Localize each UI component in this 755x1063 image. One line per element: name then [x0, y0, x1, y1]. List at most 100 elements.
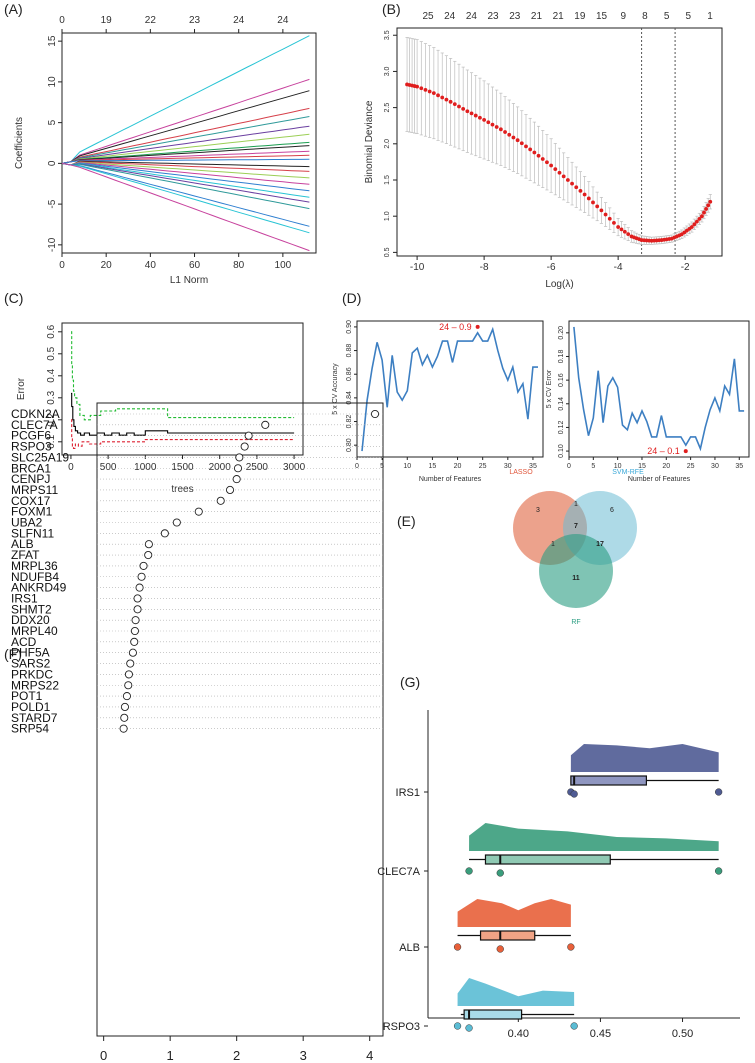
gene-label-f: MRPS22 — [11, 678, 59, 692]
gene-importance-point-f — [194, 507, 203, 516]
deviance-point-b — [444, 97, 449, 102]
gene-importance-point-f — [139, 561, 148, 570]
x-tick-label-f: 3 — [300, 1048, 307, 1063]
deviance-point-b — [704, 207, 708, 211]
gene-label-f: MRPS11 — [11, 483, 58, 497]
top-tick-label-b: 15 — [596, 11, 608, 22]
y-tick-label-a: 5 — [47, 119, 58, 125]
density-clec7a — [469, 823, 719, 851]
deviance-point-b — [507, 132, 512, 137]
coefficient-path-a — [61, 90, 310, 164]
deviance-point-b — [473, 113, 478, 118]
x-tick-label-d-accuracy: 0 — [355, 463, 359, 470]
y-axis-label-b: Binomial Deviance — [364, 100, 375, 183]
x-tick-label-c: 3000 — [283, 462, 306, 473]
gene-label-f: CDKN2A — [11, 407, 60, 421]
x-tick-label-d-accuracy: 10 — [403, 463, 411, 470]
box-alb — [479, 930, 536, 941]
gene-label-f: PHF5A — [11, 646, 50, 660]
density-irs1 — [570, 744, 719, 772]
gene-label-f: POLD1 — [11, 700, 51, 714]
deviance-point-b — [498, 127, 503, 132]
gene-importance-point-f — [137, 572, 146, 581]
data-point-clec7a — [715, 867, 723, 875]
x-tick-label-g: 0.45 — [590, 1028, 611, 1040]
x-tick-label-b: -8 — [480, 262, 489, 273]
x-tick-label-c: 500 — [100, 462, 117, 473]
x-tick-label-d-accuracy: 5 — [380, 463, 384, 470]
x-tick-label-d-accuracy: 20 — [454, 463, 462, 470]
deviance-point-b — [465, 109, 470, 114]
y-tick-label-d-error: 0.18 — [558, 350, 565, 364]
top-tick-label-a: 0 — [59, 15, 65, 26]
group-label-clec7a: CLEC7A — [377, 866, 420, 878]
coefficient-path-a — [61, 161, 310, 172]
gene-importance-point-f — [124, 670, 133, 679]
venn-count-lasso-svm: 1 — [574, 501, 578, 508]
data-point-rspo3 — [570, 1022, 578, 1030]
deviance-point-b — [591, 200, 595, 205]
data-point-clec7a — [465, 867, 473, 875]
deviance-point-b — [626, 232, 631, 237]
error-series-class-0-c — [71, 419, 295, 449]
data-point-rspo3 — [465, 1024, 473, 1032]
y-tick-label-c: 0.1 — [46, 434, 57, 448]
deviance-point-b — [708, 199, 713, 204]
x-tick-label-d-accuracy: 15 — [429, 463, 437, 470]
gene-label-f: MRPL36 — [11, 559, 58, 573]
gene-label-f: PCGF6 — [11, 429, 51, 443]
gene-importance-point-f — [172, 518, 181, 527]
x-tick-label-d-error: 25 — [687, 463, 695, 470]
gene-label-f: MRPL40 — [11, 624, 58, 638]
gene-importance-point-f — [135, 583, 144, 592]
top-tick-label-a: 19 — [101, 15, 113, 26]
top-tick-label-b: 5 — [664, 11, 670, 22]
y-tick-label-b: 3.5 — [384, 30, 391, 40]
gene-importance-point-f — [126, 659, 135, 668]
x-tick-label-b: -4 — [614, 262, 623, 273]
gene-importance-point-f — [128, 648, 137, 657]
coefficient-path-a — [61, 133, 310, 164]
x-tick-label-c: 1500 — [171, 462, 194, 473]
optimal-annotation-d-accuracy: 24 – 0.9 — [439, 322, 472, 332]
deviance-point-b — [699, 214, 704, 219]
coefficient-path-a — [61, 161, 310, 179]
x-tick-label-f: 0 — [100, 1048, 107, 1063]
box-rspo3 — [463, 1009, 523, 1020]
data-point-irs1 — [715, 788, 723, 796]
density-alb — [457, 899, 571, 927]
gene-importance-point-f — [232, 475, 241, 484]
x-tick-label-d-error: 0 — [567, 463, 571, 470]
gene-importance-point-f — [144, 551, 153, 560]
deviance-point-b — [689, 225, 694, 229]
top-tick-label-b: 19 — [574, 11, 586, 22]
x-tick-label-d-error: 10 — [614, 463, 622, 470]
deviance-point-b — [457, 104, 461, 109]
cv-curve-d-accuracy — [361, 326, 538, 452]
gene-label-f: SRP54 — [11, 722, 49, 736]
deviance-point-b — [607, 216, 612, 221]
venn-count-lasso-only: 3 — [536, 507, 540, 514]
coefficient-path-a — [61, 162, 310, 203]
y-tick-label-c: 0.2 — [46, 412, 57, 426]
optimal-point-d-accuracy — [475, 324, 480, 329]
venn-count-svm-only: 6 — [610, 507, 614, 514]
x-axis-label-d-accuracy: Number of Features — [419, 476, 482, 483]
y-tick-label-b: 1.5 — [384, 175, 391, 185]
deviance-point-b — [461, 106, 466, 111]
top-tick-label-b: 21 — [553, 11, 565, 22]
x-tick-label-g: 0.50 — [672, 1028, 693, 1040]
top-tick-label-b: 24 — [444, 11, 456, 22]
x-tick-label-d-accuracy: 30 — [504, 463, 512, 470]
deviance-point-b — [515, 138, 520, 143]
gene-label-f: RSPO3 — [11, 440, 52, 454]
coefficient-path-a — [61, 162, 310, 185]
y-tick-label-d-accuracy: 0.82 — [346, 415, 353, 429]
deviance-point-b — [616, 225, 621, 229]
y-tick-label-d-error: 0.20 — [558, 326, 565, 340]
coefficient-path-a — [61, 162, 310, 227]
gene-importance-point-f — [130, 637, 139, 646]
x-tick-label-c: 2500 — [246, 462, 269, 473]
top-tick-label-b: 5 — [686, 11, 692, 22]
